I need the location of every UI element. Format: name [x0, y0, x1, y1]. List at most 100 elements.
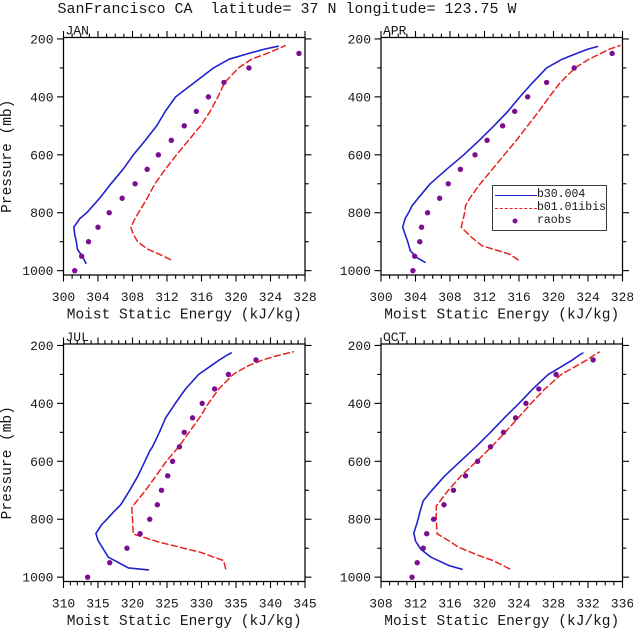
- plot-frame: [62, 36, 306, 276]
- panel-month-label: JAN: [66, 24, 89, 39]
- raobs-dot: [78, 253, 85, 259]
- raobs-dot: [571, 65, 577, 71]
- series-b30.004: [95, 352, 232, 571]
- panel-month-label: JUL: [66, 330, 89, 345]
- panel-month-label: APR: [383, 24, 407, 39]
- x-tick-label: 330: [190, 597, 213, 612]
- raobs-dot: [472, 152, 478, 158]
- raobs-dot: [414, 559, 420, 566]
- y-axis-title: Pressure (mb): [0, 100, 16, 213]
- series-raobs: [410, 50, 615, 274]
- raobs-dot: [181, 123, 187, 129]
- raobs-dot: [107, 559, 113, 566]
- raobs-dot: [168, 137, 175, 144]
- raobs-dot: [450, 487, 457, 493]
- raobs-dot: [553, 371, 559, 378]
- raobs-dot: [124, 545, 130, 551]
- x-tick-label: 328: [293, 290, 316, 305]
- axis-ticks: [57, 337, 312, 588]
- raobs-dot: [523, 400, 529, 407]
- raobs-dot: [144, 166, 150, 172]
- y-tick-label: 1000: [22, 264, 53, 279]
- y-tick-label: 400: [348, 90, 371, 105]
- series-b30.004: [73, 45, 280, 265]
- y-tick-label: 200: [30, 339, 53, 354]
- raobs-dot: [411, 253, 418, 259]
- raobs-dot: [296, 50, 302, 57]
- raobs-dot: [158, 487, 165, 493]
- x-tick-label: 312: [473, 290, 496, 305]
- x-tick-label: 310: [52, 597, 75, 612]
- raobs-dot: [441, 502, 447, 508]
- raobs-dot: [164, 473, 171, 479]
- raobs-dot: [524, 94, 531, 100]
- axis-ticks: [57, 31, 312, 282]
- x-tick-label: 340: [259, 597, 282, 612]
- raobs-dot: [536, 386, 542, 392]
- legend-label: b30.004: [537, 188, 586, 201]
- solid-line-sample-icon: [493, 188, 537, 201]
- raobs-dot: [253, 357, 259, 363]
- dot-sample-icon: [493, 214, 537, 227]
- raobs-dot: [85, 238, 92, 245]
- y-tick-label: 1000: [22, 571, 53, 586]
- x-tick-label: 316: [438, 597, 461, 612]
- raobs-dot: [95, 224, 101, 230]
- raobs-dot: [176, 444, 183, 450]
- raobs-dot: [84, 574, 91, 580]
- series-b01.01ibis: [130, 44, 286, 261]
- raobs-dot: [417, 238, 423, 245]
- legend-entry-raobs: raobs: [493, 214, 606, 227]
- plot-frame: [380, 36, 624, 276]
- raobs-dot: [462, 473, 469, 479]
- raobs-dot: [137, 531, 143, 537]
- raobs-dot: [436, 195, 443, 201]
- raobs-dot: [155, 152, 162, 158]
- y-tick-label: 800: [30, 206, 53, 221]
- raobs-dot: [500, 429, 507, 436]
- y-tick-label: 1000: [340, 264, 371, 279]
- raobs-dot: [221, 79, 227, 86]
- raobs-dot: [474, 458, 481, 465]
- raobs-dot: [543, 79, 550, 86]
- x-tick-label: 312: [155, 290, 178, 305]
- raobs-dot: [484, 137, 490, 144]
- series-b30.004: [413, 352, 584, 571]
- raobs-dot: [512, 415, 519, 421]
- x-axis-title: Moist Static Energy (kJ/kg): [384, 614, 619, 629]
- x-tick-label: 335: [224, 597, 247, 612]
- y-tick-label: 200: [348, 339, 371, 354]
- raobs-dot: [189, 415, 196, 421]
- y-axis-title: Pressure (mb): [0, 406, 16, 519]
- x-axis-title: Moist Static Energy (kJ/kg): [67, 614, 302, 629]
- x-tick-label: 320: [224, 290, 247, 305]
- raobs-dot: [154, 502, 161, 508]
- x-tick-label: 308: [438, 290, 461, 305]
- legend-label: b01.01ibis: [537, 201, 607, 214]
- y-tick-label: 200: [30, 32, 53, 47]
- series-b30.004: [401, 45, 599, 264]
- x-tick-label: 328: [611, 290, 633, 305]
- y-tick-label: 600: [348, 455, 371, 470]
- raobs-dot: [409, 574, 415, 580]
- raobs-dot: [590, 357, 596, 363]
- plot-frame: [62, 343, 306, 583]
- panel-jul: 310 315 320 325 330 335 340 345 200 400 600 800 1000…: [0, 330, 317, 629]
- raobs-dot: [225, 371, 232, 378]
- x-tick-label: 324: [576, 290, 600, 305]
- raobs-dot: [181, 429, 187, 436]
- series-raobs: [72, 50, 302, 274]
- series-b01.01ibis: [460, 44, 621, 261]
- y-tick-label: 600: [30, 148, 53, 163]
- raobs-dot: [424, 531, 430, 537]
- x-tick-label: 308: [121, 290, 144, 305]
- raobs-dot: [147, 516, 153, 522]
- y-tick-label: 1000: [340, 571, 371, 586]
- x-tick-label: 336: [611, 597, 633, 612]
- x-tick-label: 320: [542, 290, 565, 305]
- raobs-dot: [246, 65, 252, 71]
- raobs-dot: [511, 108, 518, 115]
- raobs-dot: [430, 516, 437, 522]
